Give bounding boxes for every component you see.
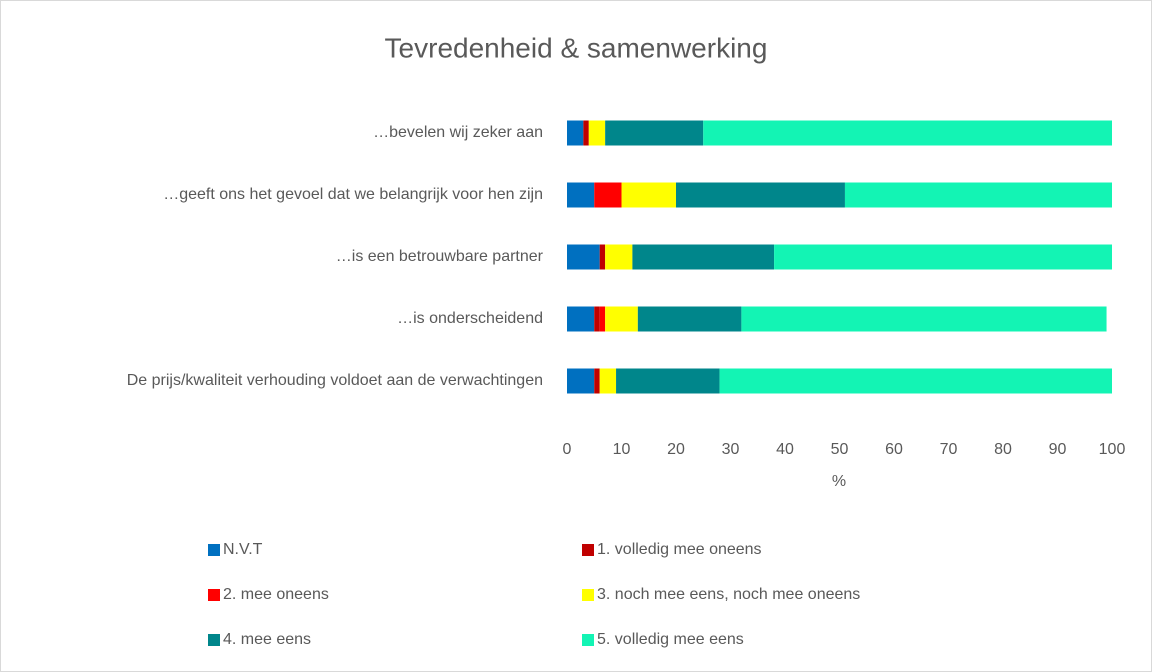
bar-segment (588, 120, 606, 146)
legend-label: N.V.T (223, 541, 263, 558)
bar-segment (567, 244, 600, 270)
bar-segment (844, 182, 1112, 208)
bar-segment (719, 368, 1112, 394)
x-tick-label: 20 (667, 441, 685, 458)
y-tick-label: …is onderscheidend (397, 310, 543, 327)
legend-label: 2. mee oneens (223, 586, 329, 603)
legend-swatch (582, 544, 594, 556)
bar-segment (567, 182, 595, 208)
y-tick-label: De prijs/kwaliteit verhouding voldoet aa… (126, 372, 543, 389)
y-tick-label: …is een betrouwbare partner (335, 248, 543, 265)
bar-segment (621, 182, 676, 208)
bar-segment (594, 306, 600, 332)
bar-segment (703, 120, 1112, 146)
legend-label: 4. mee eens (223, 631, 311, 648)
x-tick-label: 40 (776, 441, 794, 458)
bar-segment (567, 368, 595, 394)
legend-swatch (208, 634, 220, 646)
x-tick-label: 60 (885, 441, 903, 458)
legend-swatch (208, 544, 220, 556)
bar-segment (599, 368, 617, 394)
bar-segment (616, 368, 720, 394)
bar-segment (599, 244, 606, 270)
bar-segment (599, 306, 606, 332)
bar-segment (741, 306, 1107, 332)
bar-segment (774, 244, 1112, 270)
legend-swatch (208, 589, 220, 601)
legend-swatch (582, 589, 594, 601)
bar-segment (567, 120, 584, 146)
bar-segment (583, 120, 589, 146)
legend-swatch (582, 634, 594, 646)
x-axis-title: % (832, 473, 846, 490)
x-tick-label: 100 (1099, 441, 1126, 458)
bar-segment (594, 368, 600, 394)
chart-title: Tevredenheid & samenwerking (385, 32, 768, 63)
y-tick-label: …geeft ons het gevoel dat we belangrijk … (163, 186, 543, 203)
bar-segment (605, 306, 638, 332)
bar-segment (567, 306, 595, 332)
bar-segment (676, 182, 845, 208)
bar-segment (594, 182, 622, 208)
x-tick-label: 30 (722, 441, 740, 458)
x-tick-label: 0 (563, 441, 572, 458)
x-tick-label: 80 (994, 441, 1012, 458)
bar-segment (637, 306, 742, 332)
x-tick-label: 90 (1049, 441, 1067, 458)
legend-label: 1. volledig mee oneens (597, 541, 762, 558)
legend-label: 3. noch mee eens, noch mee oneens (597, 586, 860, 603)
x-tick-label: 70 (940, 441, 958, 458)
legend-label: 5. volledig mee eens (597, 631, 744, 648)
x-tick-label: 50 (831, 441, 849, 458)
category-labels: …bevelen wij zeker aan …geeft ons het gev… (0, 0, 543, 672)
bar-segment (632, 244, 775, 270)
y-tick-label: …bevelen wij zeker aan (373, 124, 543, 141)
bar-segment (605, 244, 633, 270)
bar-segment (605, 120, 704, 146)
x-tick-label: 10 (613, 441, 631, 458)
